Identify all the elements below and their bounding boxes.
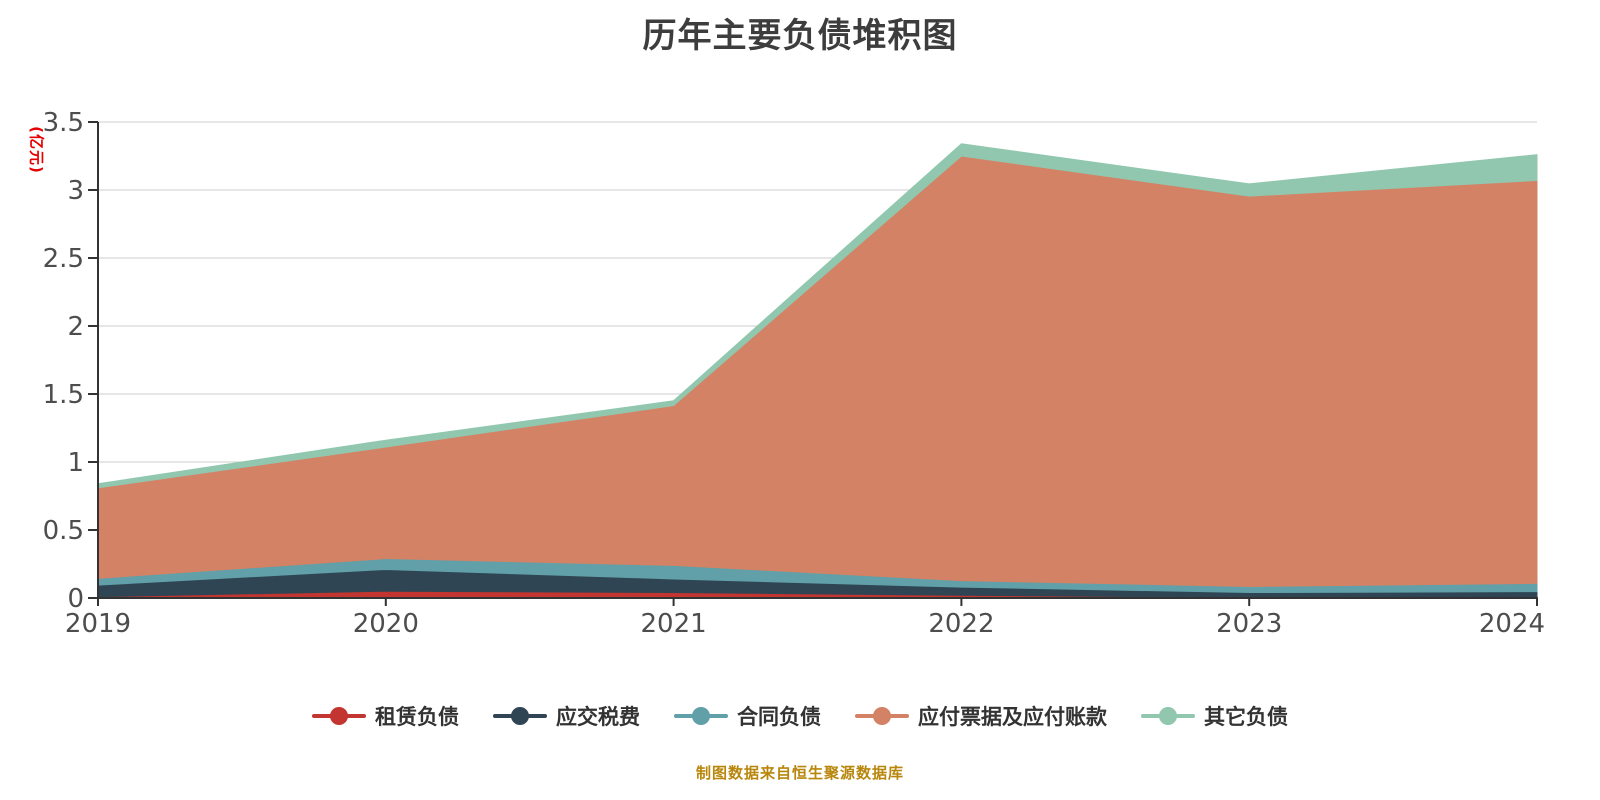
legend-item-lease-liabilities[interactable]: 租赁负债 — [312, 701, 459, 731]
area-series-4 — [97, 143, 1538, 489]
y-tick-label-3: 3 — [67, 176, 84, 206]
line-dot-marker-icon — [855, 707, 909, 725]
legend-item-contract-liabilities[interactable]: 合同负债 — [674, 701, 821, 731]
legend-item-taxes-payable[interactable]: 应交税费 — [493, 701, 640, 731]
line-dot-marker-icon — [674, 707, 728, 725]
legend-item-other-liabilities[interactable]: 其它负债 — [1141, 701, 1288, 731]
chart-title: 历年主要负债堆积图 — [642, 16, 958, 56]
x-tick-label-2019: 2019 — [65, 609, 131, 639]
y-tick-label-0: 0 — [67, 584, 84, 614]
x-tick-label-2020: 2020 — [353, 609, 419, 639]
x-tick-label-2024: 2024 — [1479, 609, 1545, 639]
legend-item-notes-accounts-payable[interactable]: 应付票据及应付账款 — [855, 701, 1107, 731]
legend-label: 应付票据及应付账款 — [918, 705, 1107, 729]
y-tick-label-0.5: 0.5 — [43, 516, 84, 546]
legend-label: 租赁负债 — [375, 705, 459, 729]
legend-label: 合同负债 — [737, 705, 821, 729]
x-tick-label-2023: 2023 — [1216, 609, 1282, 639]
line-dot-marker-icon — [312, 707, 366, 725]
x-tick-label-2022: 2022 — [928, 609, 994, 639]
y-tick-label-3.5: 3.5 — [43, 108, 84, 138]
data-source-note: 制图数据来自恒生聚源数据库 — [695, 764, 904, 782]
chart-legend: 租赁负债 应交税费 合同负债 应付票据及应付账款 其它负债 — [0, 701, 1600, 731]
x-tick-label-2021: 2021 — [641, 609, 707, 639]
y-tick-label-1: 1 — [67, 448, 84, 478]
y-tick-label-2: 2 — [67, 312, 84, 342]
y-tick-label-2.5: 2.5 — [43, 244, 84, 274]
legend-label: 其它负债 — [1204, 705, 1288, 729]
line-dot-marker-icon — [493, 707, 547, 725]
line-dot-marker-icon — [1141, 707, 1195, 725]
area-series-3 — [97, 155, 1538, 587]
y-tick-label-1.5: 1.5 — [43, 380, 84, 410]
legend-label: 应交税费 — [556, 705, 640, 729]
